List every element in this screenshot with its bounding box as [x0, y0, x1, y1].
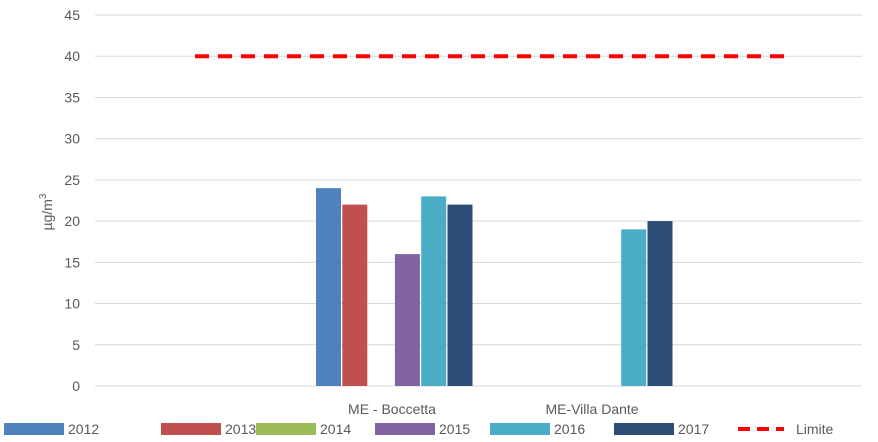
legend: 2012 2013 2014 2015 2016 2017 Limite [4, 421, 834, 437]
x-category-label: ME - Boccetta [348, 401, 436, 417]
bars [316, 188, 673, 386]
legend-label-2015: 2015 [439, 421, 470, 437]
bar-2017-1 [447, 204, 473, 386]
bar-2017-2 [647, 221, 673, 386]
bar-2012-1 [316, 188, 341, 386]
y-axis-ticks: 0 5 10 15 20 25 30 35 40 45 [64, 7, 80, 394]
y-tick-label: 10 [64, 296, 80, 312]
legend-label-2017: 2017 [678, 421, 709, 437]
bar-2016-1 [421, 196, 447, 386]
bar-2016-2 [621, 229, 647, 386]
legend-swatch-2014 [256, 423, 316, 435]
legend-swatch-2013 [161, 423, 221, 435]
legend-label-2012: 2012 [68, 421, 99, 437]
y-tick-label: 0 [72, 378, 80, 394]
x-axis-categories: ME - Boccetta ME-Villa Dante [348, 401, 639, 417]
y-tick-label: 30 [64, 131, 80, 147]
legend-label-limite: Limite [796, 421, 834, 437]
legend-label-2014: 2014 [320, 421, 351, 437]
y-tick-label: 45 [64, 7, 80, 23]
legend-label-2016: 2016 [554, 421, 585, 437]
y-tick-label: 20 [64, 213, 80, 229]
legend-swatch-2016 [490, 423, 550, 435]
bar-2015-1 [394, 254, 420, 386]
legend-swatch-2017 [614, 423, 674, 435]
y-tick-label: 35 [64, 89, 80, 105]
y-tick-label: 5 [72, 337, 80, 353]
gridlines [95, 14, 862, 387]
legend-label-2013: 2013 [225, 421, 256, 437]
x-category-label: ME-Villa Dante [545, 401, 638, 417]
y-axis-label: µg/m3 [38, 193, 55, 230]
y-tick-label: 25 [64, 172, 80, 188]
bar-2013-1 [342, 204, 368, 386]
y-tick-label: 40 [64, 48, 80, 64]
legend-swatch-2012 [4, 423, 64, 435]
y-tick-label: 15 [64, 254, 80, 270]
legend-swatch-2015 [375, 423, 435, 435]
